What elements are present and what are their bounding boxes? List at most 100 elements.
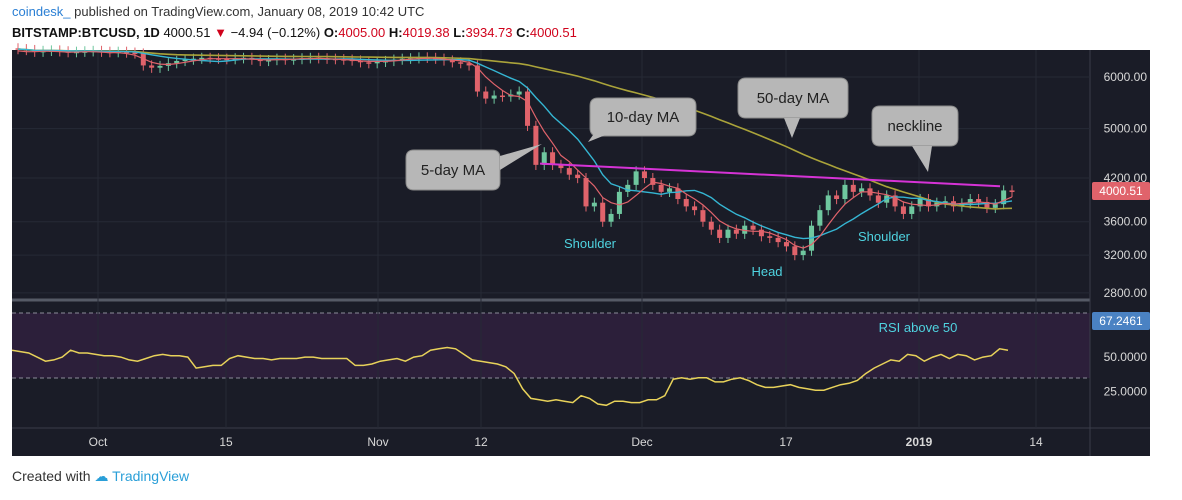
close-label: C: xyxy=(516,25,530,40)
symbol-label: BITSTAMP:BTCUSD, 1D xyxy=(12,25,160,40)
candle-body xyxy=(692,206,698,211)
candle-body xyxy=(984,201,990,208)
high-label: H: xyxy=(388,25,403,40)
candle-body xyxy=(667,188,673,192)
candle-body xyxy=(140,53,146,66)
high-value: 4019.38 xyxy=(402,25,450,40)
candle-body xyxy=(725,229,731,238)
rsi-band xyxy=(12,313,1090,378)
candle-body xyxy=(608,213,614,222)
author-link[interactable]: coindesk_ xyxy=(12,4,71,19)
label-rsi-annotation: RSI above 50 xyxy=(879,320,958,335)
rsi-line xyxy=(11,346,1009,407)
candle-body xyxy=(132,52,138,55)
candle-body xyxy=(516,91,522,95)
callout-neckline: neckline xyxy=(871,105,959,172)
candle-body xyxy=(800,250,806,256)
label-left-shoulder: Shoulder xyxy=(564,236,617,251)
time-tick-label: Dec xyxy=(631,435,652,449)
candle-body xyxy=(199,57,205,60)
candle-body xyxy=(792,246,798,256)
ma10-line xyxy=(17,48,1013,240)
last-price-badge: 4000.51 xyxy=(1092,182,1150,200)
open-label: O: xyxy=(323,25,339,40)
ma50-line xyxy=(17,48,1013,210)
price-tick-label: 3600.00 xyxy=(1104,215,1148,229)
tradingview-link[interactable]: TradingView xyxy=(112,468,190,484)
candle-body xyxy=(474,65,480,92)
candle-body xyxy=(591,202,597,207)
candle-body xyxy=(700,210,706,222)
candle-body xyxy=(600,202,606,222)
candle-body xyxy=(967,199,973,204)
candle-body xyxy=(374,61,380,64)
candle-body xyxy=(742,225,748,234)
price-tick-label: 4200.00 xyxy=(1104,171,1148,185)
candle-body xyxy=(925,199,931,207)
time-axis-panel[interactable] xyxy=(12,428,1150,456)
candle-body xyxy=(1009,190,1015,192)
candle-body xyxy=(15,48,21,50)
candle-body xyxy=(859,188,865,192)
candle-body xyxy=(942,201,948,203)
low-value: 3934.73 xyxy=(465,25,513,40)
neckline xyxy=(539,162,1001,188)
candle-body xyxy=(157,65,163,68)
last-price: 4000.51 xyxy=(163,25,211,40)
last-price-badge-text: 4000.51 xyxy=(1099,184,1143,198)
published-text: published on TradingView.com, January 08… xyxy=(74,4,425,19)
candle-body xyxy=(708,221,714,230)
down-arrow-icon: ▼ xyxy=(214,25,227,40)
low-label: L: xyxy=(453,25,466,40)
price-axis-panel[interactable] xyxy=(1090,50,1150,428)
candle-body xyxy=(683,199,689,207)
price-tick-label: 2800.00 xyxy=(1104,286,1148,300)
candle-body xyxy=(174,60,180,64)
candle-body xyxy=(875,195,881,203)
price-tick-label: 6000.00 xyxy=(1104,70,1148,84)
rsi-value-badge-text: 67.2461 xyxy=(1099,314,1143,328)
candle-body xyxy=(558,164,564,169)
publish-info: coindesk_ published on TradingView.com, … xyxy=(12,4,424,19)
candle-body xyxy=(834,195,840,200)
candle-body xyxy=(616,191,622,214)
rsi-tick-label: 50.0000 xyxy=(1104,350,1148,364)
candle-body xyxy=(541,152,547,165)
created-with-text: Created with xyxy=(12,468,91,484)
candle-body xyxy=(750,225,756,230)
time-tick-label: 14 xyxy=(1029,435,1043,449)
candle-body xyxy=(291,59,297,61)
candle-body xyxy=(257,59,263,62)
candle-body xyxy=(575,174,581,179)
candle-body xyxy=(491,95,497,99)
candle-body xyxy=(633,171,639,185)
candle-body xyxy=(825,195,831,211)
time-tick-label: 15 xyxy=(219,435,233,449)
candle-body xyxy=(658,184,664,192)
candle-body xyxy=(641,171,647,179)
candle-body xyxy=(483,91,489,99)
open-value: 4005.00 xyxy=(338,25,386,40)
candle-body xyxy=(533,125,539,165)
candle-body xyxy=(458,62,464,64)
close-value: 4000.51 xyxy=(529,25,577,40)
candle-body xyxy=(976,199,982,202)
candle-body xyxy=(650,178,656,185)
candle-body xyxy=(758,229,764,237)
candle-body xyxy=(767,236,773,238)
footer-credit: Created with ☁ TradingView xyxy=(12,468,189,485)
candle-body xyxy=(775,237,781,243)
candle-body xyxy=(959,203,965,207)
candle-body xyxy=(224,58,230,61)
candle-body xyxy=(583,178,589,207)
candle-body xyxy=(550,152,556,165)
rsi-tick-label: 25.0000 xyxy=(1104,385,1148,399)
callout-5-day-ma: 5-day MA xyxy=(405,144,542,191)
callout-5-day-ma-text: 5-day MA xyxy=(421,162,485,179)
candle-body xyxy=(917,199,923,207)
time-tick-label: 12 xyxy=(474,435,488,449)
candle-body xyxy=(842,184,848,200)
candle-body xyxy=(525,91,531,126)
callout-10-day-ma-text: 10-day MA xyxy=(607,109,680,126)
